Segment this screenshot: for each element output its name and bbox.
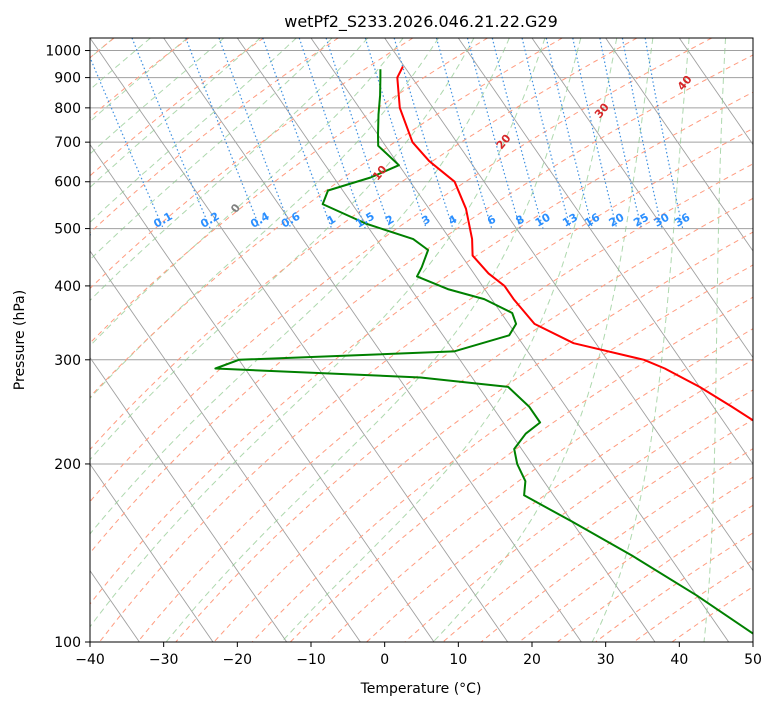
y-axis-label: Pressure (hPa) (12, 290, 28, 390)
y-tick-label: 400 (54, 279, 81, 295)
y-tick-label: 300 (54, 353, 81, 369)
moist-adiabat-line (90, 38, 188, 123)
x-tick-label: 20 (523, 652, 541, 668)
x-tick-label: 50 (744, 652, 762, 668)
mixing-ratio-line (466, 38, 521, 229)
isotherm-line (236, 38, 656, 642)
y-tick-label: 100 (54, 635, 81, 651)
x-tick-label: 30 (597, 652, 615, 668)
plot-frame (89, 37, 754, 643)
dry-adiabat-line (328, 328, 753, 642)
mixing-ratio-line (325, 38, 391, 229)
mixing-ratio-line (262, 38, 333, 229)
plot-area: -100-90-80-70-60-50-40-30-20-100.10.20.4… (90, 38, 753, 642)
dry-adiabat-line (404, 389, 753, 642)
dry-adiabat-line (90, 38, 638, 451)
y-tick-label: 800 (54, 101, 81, 117)
mixing-ratio-line (435, 38, 493, 229)
y-axis-ticks: 100 200 300 400 500 600 700 800 900 1000 (45, 44, 90, 651)
y-tick-label: 200 (54, 457, 81, 473)
mixing-ratio-line (298, 38, 366, 229)
moist-adiabat-line (90, 38, 151, 91)
moist-adiabat-line (281, 38, 618, 642)
mixing-ratio-line (491, 38, 544, 229)
mixing-ratio-line (90, 56, 164, 229)
isotherm-line (384, 38, 753, 572)
y-tick-label: 600 (54, 175, 81, 191)
mixing-ratio-line (185, 38, 261, 229)
x-axis-ticks: −40 −30 −20 −10 0 10 20 30 40 50 (75, 642, 762, 668)
moist-adiabat-line (703, 38, 727, 642)
moist-adiabat-line (90, 38, 404, 347)
dry-adiabat-line (137, 163, 753, 642)
x-axis-label: Temperature (°C) (360, 681, 482, 697)
isobar-lines (90, 50, 753, 642)
moist-adiabat-line (90, 38, 546, 628)
moist-adiabat-line (90, 38, 333, 261)
mixing-ratio-line (545, 38, 594, 229)
x-tick-label: 40 (670, 652, 688, 668)
x-tick-label: −40 (75, 652, 105, 668)
mixing-ratio-line (364, 38, 427, 229)
x-tick-label: 0 (380, 652, 389, 668)
mixing-ratio-line (521, 38, 571, 229)
dry-adiabat-line (99, 127, 753, 642)
dry-adiabat-lines (90, 38, 753, 642)
isotherm-line (457, 38, 753, 465)
x-tick-label: 10 (449, 652, 467, 668)
x-tick-label: −10 (296, 652, 326, 668)
dry-adiabat-line (90, 38, 414, 290)
x-tick-label: −20 (223, 652, 253, 668)
moist-adiabat-line (165, 38, 582, 642)
mixing-ratio-line (393, 38, 454, 229)
isotherm-line (163, 38, 582, 642)
profile-series (214, 65, 753, 635)
moist-adiabat-line (90, 38, 475, 461)
chart-title: wetPf2_S233.2026.046.21.22.G29 (284, 12, 558, 32)
moist-adiabat-line (90, 38, 439, 399)
y-tick-label: 700 (54, 135, 81, 151)
dry-adiabat-line (175, 197, 753, 642)
dry-adiabat-line (251, 264, 753, 642)
isotherm-line (90, 356, 288, 642)
moist-adiabat-line (90, 38, 225, 155)
isotherm-line (678, 38, 753, 146)
dry-adiabat-line (90, 54, 753, 554)
moist-adiabat-line (90, 38, 261, 189)
mixing-ratio-line (131, 38, 211, 229)
moist-adiabat-line (591, 38, 690, 642)
series-line-1 (396, 65, 753, 422)
y-tick-label: 1000 (45, 44, 81, 60)
y-tick-label: 900 (54, 71, 81, 87)
moist-adiabat-line (90, 38, 369, 302)
isotherm-line (90, 250, 361, 642)
moist-adiabat-line (432, 38, 654, 642)
series-line-2 (214, 69, 753, 635)
dry-adiabat-line (90, 38, 563, 398)
mixing-ratio-line (218, 38, 292, 229)
isotherm-line (531, 38, 753, 359)
moist-adiabat-line (90, 38, 297, 224)
y-tick-label: 500 (54, 222, 81, 238)
x-tick-label: −30 (149, 652, 179, 668)
mixing-ratio-lines (90, 38, 684, 229)
isotherm-line (90, 143, 435, 642)
isotherm-line (605, 38, 753, 252)
moist-adiabat-lines (90, 38, 727, 642)
dry-adiabat-line (90, 91, 753, 605)
